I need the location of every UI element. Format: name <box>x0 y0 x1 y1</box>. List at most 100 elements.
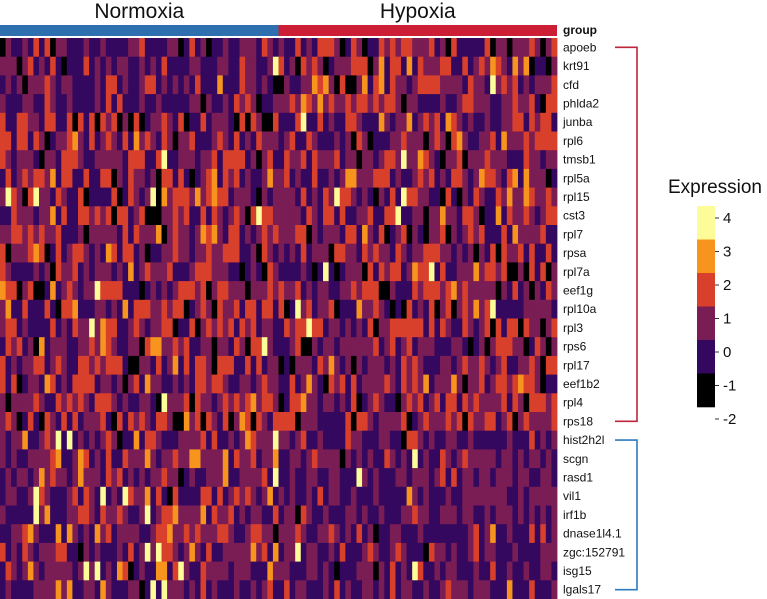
heatmap-cell <box>139 262 146 282</box>
heatmap-cell <box>456 505 463 525</box>
heatmap-cell <box>200 468 207 488</box>
heatmap-cell <box>272 206 279 226</box>
heatmap-cell <box>479 281 485 301</box>
heatmap-cell <box>128 243 135 263</box>
heatmap-cell <box>350 468 357 488</box>
heatmap-cell <box>306 150 313 170</box>
heatmap-cell <box>0 262 6 282</box>
heatmap-cell <box>211 281 218 301</box>
heatmap-cell <box>412 337 419 357</box>
heatmap-cell <box>323 262 330 282</box>
heatmap-cell <box>83 337 90 357</box>
heatmap-cell <box>72 225 79 245</box>
heatmap-cell <box>518 168 524 188</box>
heatmap-cell <box>518 75 524 95</box>
heatmap-cell <box>434 243 441 263</box>
heatmap-cell <box>267 168 274 188</box>
heatmap-cell <box>172 94 179 114</box>
heatmap-cell <box>239 486 246 506</box>
heatmap-cell <box>245 187 252 207</box>
heatmap-cell <box>267 486 274 506</box>
heatmap-cell <box>284 262 291 282</box>
heatmap-cell <box>378 281 385 301</box>
heatmap-cell <box>189 486 196 506</box>
heatmap-cell <box>395 94 402 114</box>
heatmap-cell <box>518 225 524 245</box>
heatmap-cell <box>233 542 240 562</box>
heatmap-cell <box>128 355 135 375</box>
heatmap-cell <box>289 393 296 413</box>
heatmap-cell <box>233 262 240 282</box>
heatmap-cell <box>116 56 123 76</box>
heatmap-cell <box>350 243 357 263</box>
heatmap-cell <box>445 393 452 413</box>
heatmap-cell <box>484 56 491 76</box>
heatmap-cell <box>72 262 79 282</box>
heatmap-cell <box>406 56 413 76</box>
heatmap-cell <box>89 318 96 338</box>
heatmap-cell <box>155 580 162 599</box>
heatmap-cell <box>11 337 18 357</box>
heatmap-cell <box>105 56 112 76</box>
heatmap-cell <box>5 56 12 76</box>
heatmap-cell <box>89 187 96 207</box>
heatmap-cell <box>233 486 240 506</box>
heatmap-cell <box>256 561 263 581</box>
heatmap-cell <box>501 337 508 357</box>
heatmap-cell <box>83 75 90 95</box>
heatmap-cell <box>328 486 335 506</box>
heatmap-cell <box>128 430 135 450</box>
heatmap-cell <box>139 524 146 544</box>
heatmap-cell <box>328 374 335 394</box>
heatmap-cell <box>378 355 385 375</box>
heatmap-cell <box>50 355 57 375</box>
heatmap-cell <box>490 262 497 282</box>
heatmap-cell <box>83 318 90 338</box>
heatmap-cell <box>456 94 463 114</box>
heatmap-cell <box>194 468 201 488</box>
heatmap-cell <box>367 299 374 319</box>
heatmap-cell <box>150 150 157 170</box>
cluster-bracket-1 <box>615 46 638 423</box>
heatmap-cell <box>328 112 335 132</box>
heatmap-cell <box>133 94 140 114</box>
heatmap-cell <box>178 561 185 581</box>
heatmap-cell <box>434 542 441 562</box>
heatmap-cell <box>33 486 40 506</box>
heatmap-cell <box>423 168 430 188</box>
heatmap-cell <box>11 187 18 207</box>
heatmap-cell <box>440 449 446 469</box>
heatmap-cell <box>33 355 40 375</box>
heatmap-cell <box>33 412 40 432</box>
heatmap-cell <box>66 486 73 506</box>
heatmap-cell <box>467 430 474 450</box>
heatmap-cell <box>116 75 123 95</box>
heatmap-cell <box>434 75 441 95</box>
heatmap-cell <box>183 430 190 450</box>
heatmap-cell <box>306 56 313 76</box>
heatmap-cell <box>484 281 491 301</box>
heatmap-cell <box>155 486 162 506</box>
heatmap-cell <box>328 131 335 151</box>
heatmap-cell <box>116 318 123 338</box>
heatmap-cell <box>350 262 357 282</box>
heatmap-cell <box>211 206 218 226</box>
heatmap-cell <box>233 524 240 544</box>
heatmap-cell <box>423 580 430 599</box>
heatmap-cell <box>406 131 413 151</box>
heatmap-cell <box>395 355 402 375</box>
heatmap-cell <box>94 468 101 488</box>
heatmap-cell <box>551 374 558 394</box>
heatmap-cell <box>518 131 524 151</box>
heatmap-cell <box>406 542 413 562</box>
heatmap-cell <box>406 206 413 226</box>
heatmap-cell <box>373 187 380 207</box>
heatmap-cell <box>451 486 458 506</box>
heatmap-cell <box>133 150 140 170</box>
heatmap-cell <box>167 505 174 525</box>
heatmap-cell <box>122 38 129 58</box>
heatmap-cell <box>328 281 335 301</box>
heatmap-cell <box>356 430 363 450</box>
heatmap-cell <box>89 561 96 581</box>
heatmap-cell <box>61 299 68 319</box>
